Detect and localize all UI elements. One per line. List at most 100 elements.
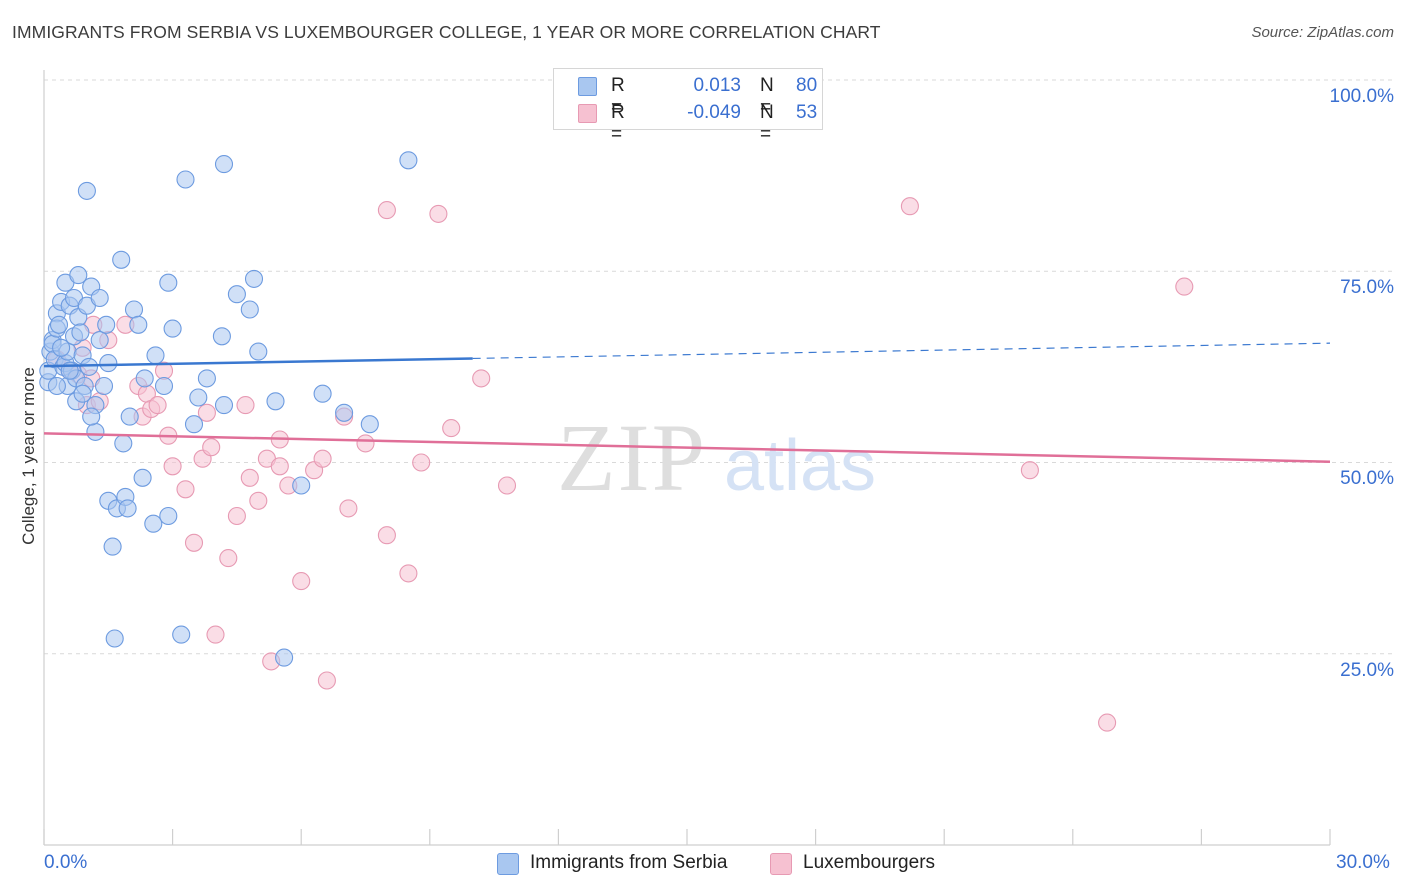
point-luxembourgers xyxy=(206,625,225,644)
point-luxembourgers xyxy=(219,549,238,568)
trend-line-luxembourgers xyxy=(43,432,1331,463)
trend-line-serbia-extrapolated xyxy=(472,342,1331,360)
point-serbia xyxy=(97,315,116,334)
point-serbia xyxy=(399,151,418,170)
point-serbia xyxy=(73,384,92,403)
point-serbia xyxy=(90,331,109,350)
point-serbia xyxy=(184,415,204,434)
legend-swatch-blue xyxy=(578,77,597,96)
point-serbia xyxy=(197,369,216,388)
point-luxembourgers xyxy=(236,396,255,415)
point-serbia xyxy=(52,338,71,357)
point-serbia xyxy=(144,514,163,533)
point-serbia xyxy=(79,357,99,376)
point-luxembourgers xyxy=(429,204,448,223)
y-tick-100: 100.0% xyxy=(1329,86,1394,107)
point-luxembourgers xyxy=(497,476,517,495)
point-serbia xyxy=(71,323,90,342)
point-luxembourgers xyxy=(399,564,418,583)
point-serbia xyxy=(266,392,285,411)
point-serbia xyxy=(133,468,152,487)
point-serbia xyxy=(159,273,178,292)
point-luxembourgers xyxy=(163,457,182,476)
point-luxembourgers xyxy=(227,506,246,526)
bottom-swatch-blue xyxy=(497,853,519,875)
legend-n-value: 80 xyxy=(796,75,818,96)
trend-line-serbia xyxy=(43,357,473,368)
point-luxembourgers xyxy=(317,671,336,690)
point-luxembourgers xyxy=(184,533,204,552)
watermark-atlas: atlas xyxy=(724,426,876,506)
point-serbia xyxy=(118,499,137,518)
point-serbia xyxy=(154,376,174,396)
point-luxembourgers xyxy=(176,480,195,499)
point-luxembourgers xyxy=(270,457,289,476)
point-serbia xyxy=(159,506,178,526)
point-serbia xyxy=(227,285,246,304)
legend-n-label: N = xyxy=(760,75,774,118)
point-luxembourgers xyxy=(412,453,431,472)
point-luxembourgers xyxy=(900,197,919,216)
bottom-swatch-pink xyxy=(770,853,792,875)
legend-r-value: 0.013 xyxy=(693,75,741,96)
point-serbia xyxy=(114,434,133,453)
point-serbia xyxy=(94,376,114,396)
correlation-legend: R = 0.013 N = 80 R = -0.049 N = 53 xyxy=(553,68,823,145)
bottom-legend-label: Immigrants from Serbia xyxy=(530,852,728,873)
legend-n-label: N = xyxy=(760,102,774,145)
x-max-label: 30.0% xyxy=(1336,852,1390,873)
point-luxembourgers xyxy=(197,403,216,422)
legend-r-label: R = xyxy=(611,102,625,145)
point-serbia xyxy=(244,269,264,288)
point-serbia xyxy=(313,384,332,403)
point-serbia xyxy=(47,376,66,396)
point-luxembourgers xyxy=(148,396,167,415)
point-serbia xyxy=(240,300,259,319)
point-serbia xyxy=(120,407,139,426)
point-serbia xyxy=(77,181,96,200)
point-serbia xyxy=(176,170,195,189)
legend-r-value: -0.049 xyxy=(687,102,741,123)
point-serbia xyxy=(129,315,148,334)
gridlines xyxy=(44,79,1394,655)
axes xyxy=(43,70,1331,846)
point-serbia xyxy=(163,319,182,338)
x-min-label: 0.0% xyxy=(44,852,88,873)
point-serbia xyxy=(214,396,234,415)
point-luxembourgers xyxy=(377,526,396,545)
point-serbia xyxy=(90,288,109,308)
point-serbia xyxy=(99,354,118,373)
point-luxembourgers xyxy=(240,468,259,487)
point-serbia xyxy=(292,476,311,495)
point-luxembourgers xyxy=(313,449,332,468)
y-tick-25: 25.0% xyxy=(1340,660,1394,681)
point-serbia xyxy=(249,342,268,361)
point-luxembourgers xyxy=(442,419,461,438)
legend-swatch-pink xyxy=(578,104,597,123)
point-luxembourgers xyxy=(292,572,311,591)
chart-title: IMMIGRANTS FROM SERBIA VS LUXEMBOURGER C… xyxy=(12,22,881,42)
point-serbia xyxy=(212,327,231,346)
bottom-legend-label: Luxembourgers xyxy=(803,852,936,873)
point-serbia xyxy=(82,407,101,426)
point-luxembourgers xyxy=(1098,713,1117,732)
point-serbia xyxy=(112,250,131,269)
point-serbia xyxy=(335,403,354,422)
legend-n-value: 53 xyxy=(796,102,818,123)
trend-lines xyxy=(43,342,1331,463)
point-serbia xyxy=(360,415,379,434)
point-luxembourgers xyxy=(1175,277,1194,296)
point-luxembourgers xyxy=(377,201,396,220)
point-luxembourgers xyxy=(339,499,358,518)
point-luxembourgers xyxy=(1020,461,1039,480)
point-serbia xyxy=(105,629,124,648)
point-serbia xyxy=(49,315,69,334)
point-serbia xyxy=(172,625,191,644)
watermark-zip: ZIP xyxy=(557,404,707,511)
source-credit: Source: ZipAtlas.com xyxy=(1251,24,1394,41)
point-luxembourgers xyxy=(356,434,375,453)
point-luxembourgers xyxy=(472,369,491,388)
point-serbia xyxy=(214,155,234,174)
point-serbia xyxy=(189,388,208,407)
